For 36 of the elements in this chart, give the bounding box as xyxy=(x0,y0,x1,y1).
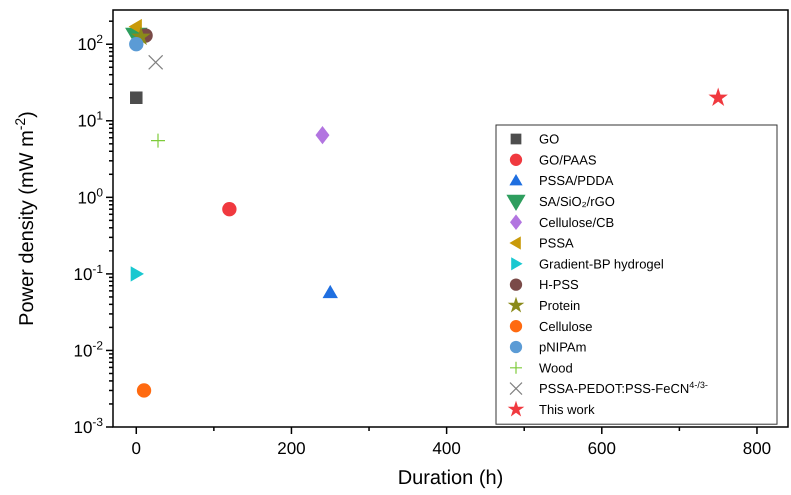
y-tick-label: 10$^{1}$ xyxy=(77,108,104,131)
legend-label: H-PSS xyxy=(539,277,580,292)
point xyxy=(315,126,330,144)
x-tick-label: 0 xyxy=(132,439,142,458)
point xyxy=(148,54,164,70)
x-axis-title: Duration (h) xyxy=(398,467,504,489)
point xyxy=(322,284,338,298)
legend-label: Protein xyxy=(539,298,580,313)
legend-label: PSSA xyxy=(539,236,574,251)
point xyxy=(708,88,728,106)
point xyxy=(136,383,152,398)
legend-label: Cellulose/CB xyxy=(539,214,614,230)
legend-label: Cellulose xyxy=(539,318,592,334)
legend-label: GO xyxy=(539,132,560,147)
legend-label: PSSA/PDDA xyxy=(539,173,614,188)
point xyxy=(222,202,237,216)
point xyxy=(150,133,166,148)
x-tick-label: 600 xyxy=(588,439,616,458)
legend-label: PSSA-PEDOT:PSS-FeCN$^{4-/3-}$ xyxy=(539,380,708,396)
y-tick-label: 10$^{2}$ xyxy=(77,32,104,54)
x-tick-label: 200 xyxy=(277,439,306,458)
y-tick-label: 10$^{-3}$ xyxy=(74,414,104,437)
legend-label: Wood xyxy=(539,360,573,376)
point xyxy=(130,266,144,282)
x-tick-label: 400 xyxy=(432,439,461,458)
y-tick-label: 10$^{0}$ xyxy=(77,185,104,208)
point xyxy=(130,91,143,104)
legend-label: GO/PAAS xyxy=(539,152,597,168)
x-tick-label: 800 xyxy=(742,439,772,458)
y-tick-label: 10$^{-2}$ xyxy=(74,338,104,360)
legend-label: SA/SiO₂/rGO xyxy=(539,194,615,209)
point xyxy=(129,37,144,52)
legend-label: This work xyxy=(539,402,596,417)
legend-label: Gradient-BP hydrogel xyxy=(539,256,664,272)
y-tick-label: 10$^{-1}$ xyxy=(74,262,104,284)
legend-label: pNIPAm xyxy=(539,340,586,355)
